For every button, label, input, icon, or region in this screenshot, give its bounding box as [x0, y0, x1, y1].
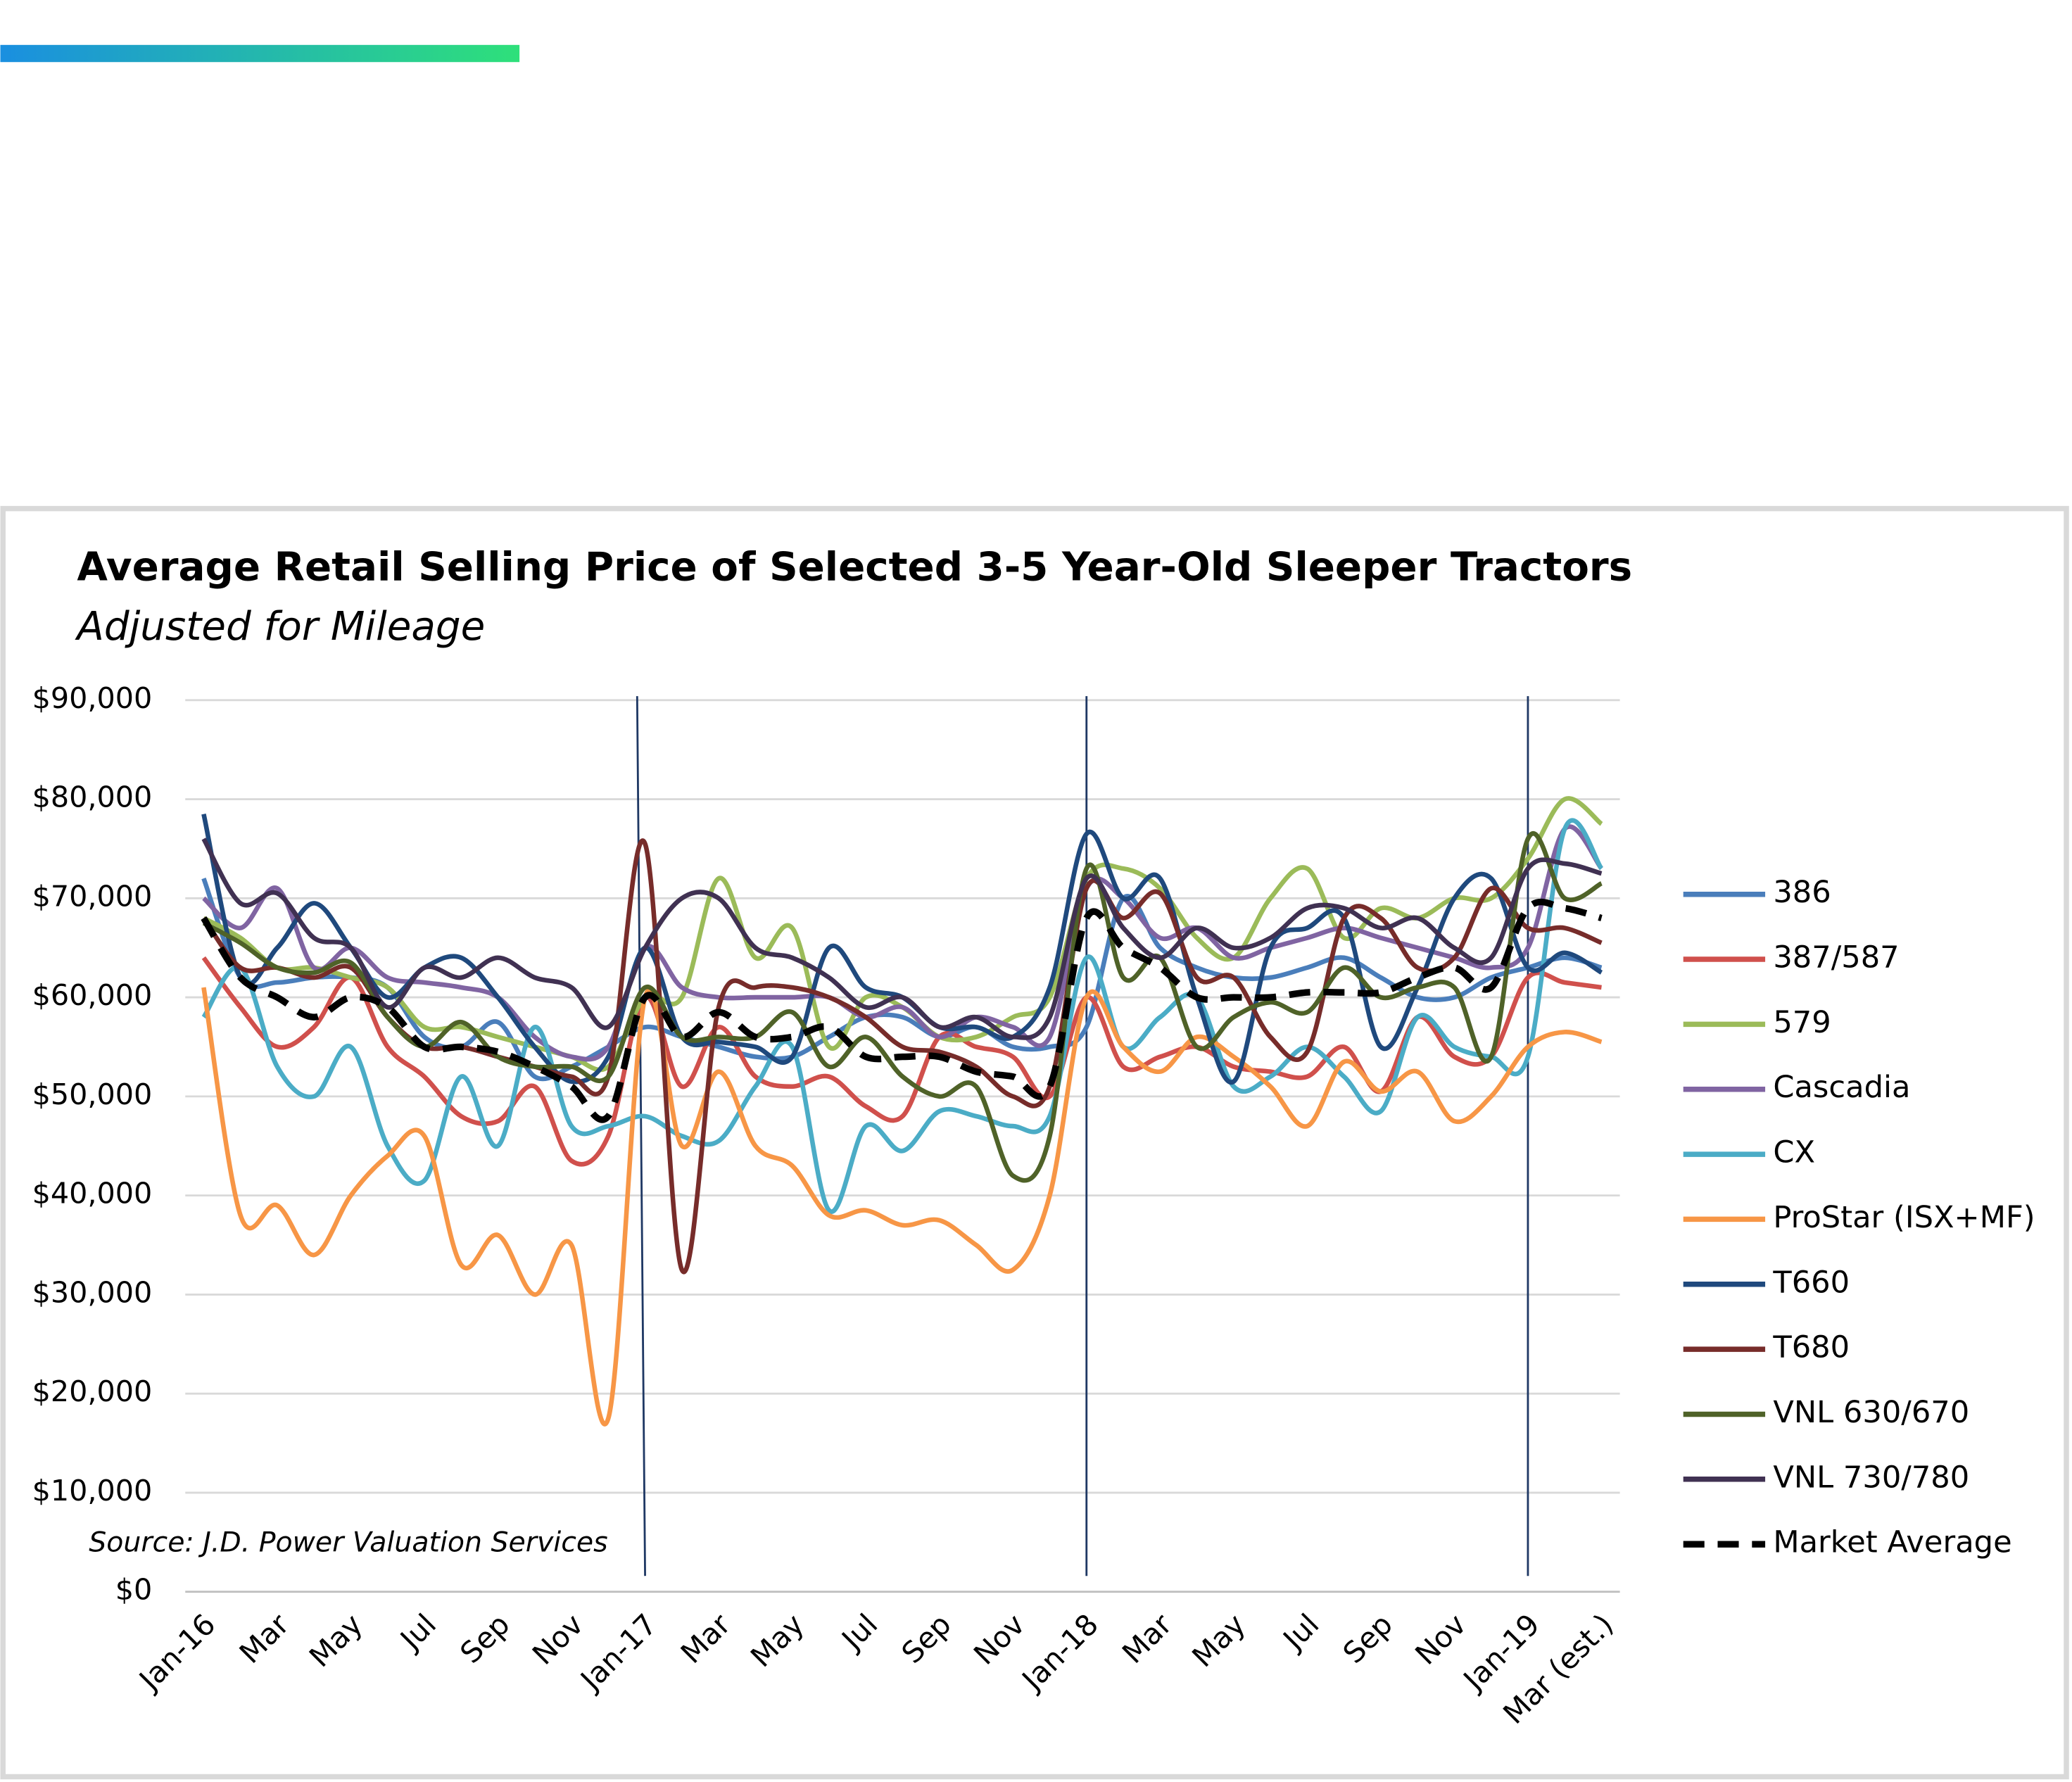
source-note: Source: J.D. Power Valuation Services: [89, 1527, 607, 1559]
series-line: [201, 838, 1603, 1040]
series-line: [202, 830, 1603, 1183]
chart-subtitle: Adjusted for Mileage: [75, 604, 485, 650]
legend-label: ProStar (ISX+MF): [1773, 1200, 2035, 1235]
legend-label: CX: [1773, 1135, 1815, 1170]
y-tick-label: $50,000: [32, 1078, 153, 1111]
chart-frame: [0, 505, 2069, 1780]
y-tick-label: $40,000: [32, 1177, 153, 1211]
y-tick-label: $80,000: [32, 781, 153, 814]
series-line: [201, 878, 1603, 1082]
legend-label: 386: [1773, 875, 1831, 910]
y-tick-label: $90,000: [32, 681, 153, 715]
series-line: [202, 824, 1604, 1062]
legend-label: VNL 730/780: [1773, 1460, 1969, 1495]
legend-label: Cascadia: [1773, 1070, 1910, 1105]
y-tick-label: $70,000: [32, 879, 153, 913]
y-tick-label: $30,000: [32, 1275, 153, 1309]
legend-label: T680: [1772, 1330, 1850, 1365]
accent-bar: [0, 44, 520, 63]
legend-label: Market Average: [1773, 1525, 2011, 1560]
y-tick-label: $20,000: [32, 1375, 153, 1408]
legend-label: T660: [1772, 1265, 1850, 1300]
y-tick-label: $60,000: [32, 978, 153, 1012]
y-tick-label: $0: [115, 1573, 153, 1607]
series-line: [201, 898, 1603, 1123]
series-line: [201, 818, 1604, 1214]
legend-label: 579: [1773, 1005, 1831, 1040]
chart-title: Average Retail Selling Price of Selected…: [77, 545, 1632, 590]
legend-label: VNL 630/670: [1773, 1395, 1969, 1430]
y-tick-label: $10,000: [32, 1474, 153, 1508]
legend-label: 387/587: [1773, 940, 1899, 975]
series-line: [201, 987, 1603, 1427]
